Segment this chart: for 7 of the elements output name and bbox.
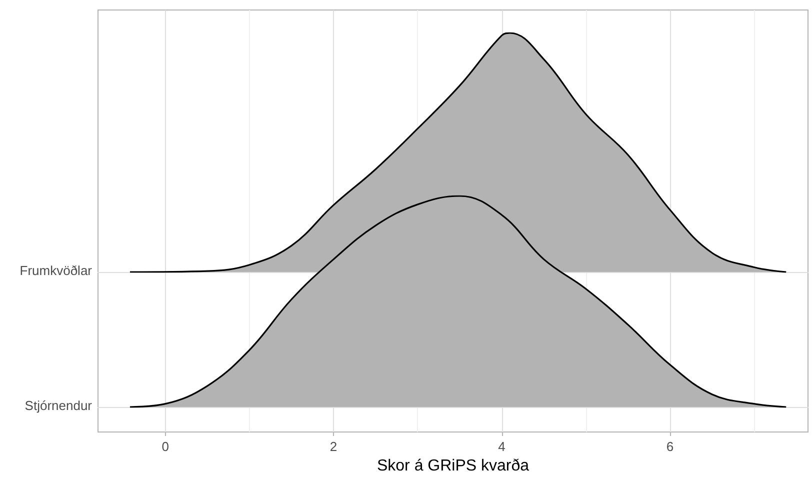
text: Frumkvöðlar [20,263,93,278]
x-axis-title: Skor á GRiPS kvarða [376,458,530,474]
text: Stjórnendur [24,398,93,413]
x-tick-label: 0 [162,439,169,454]
x-tick-label: 2 [330,439,338,454]
x-tick-label: 4 [498,439,506,454]
x-tick-label: 6 [666,439,674,454]
